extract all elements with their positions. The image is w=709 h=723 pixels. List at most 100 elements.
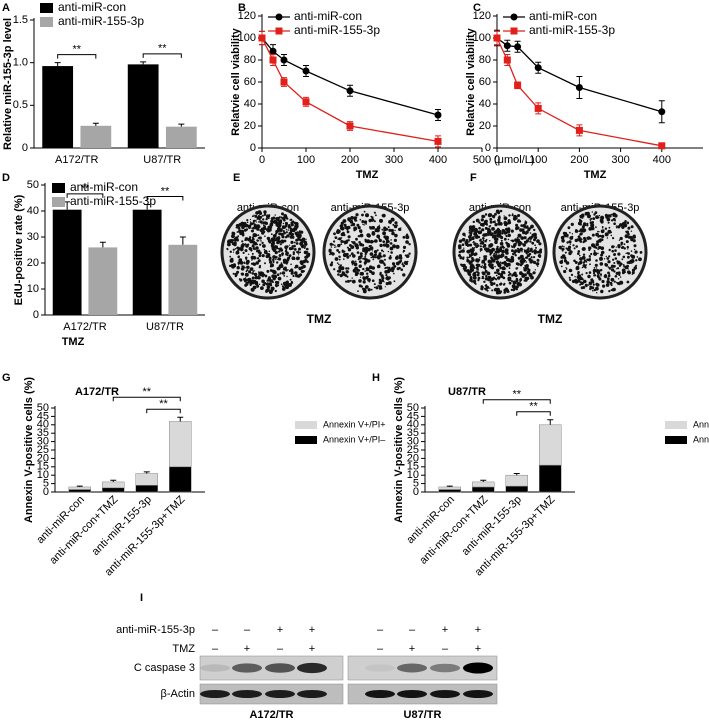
colony <box>463 247 465 249</box>
colony <box>280 264 284 268</box>
colony <box>257 259 261 263</box>
colony <box>519 254 524 259</box>
colony <box>272 260 275 263</box>
legend-label: anti-miR-155-3p <box>294 23 380 37</box>
colony <box>615 227 618 229</box>
colony <box>384 286 386 288</box>
colony <box>497 272 501 276</box>
colony <box>592 290 594 292</box>
colony <box>493 253 496 255</box>
colony <box>286 275 288 278</box>
colony <box>506 258 511 262</box>
colony <box>357 290 359 292</box>
colony <box>605 283 610 287</box>
colony <box>458 246 462 250</box>
colony <box>369 252 374 256</box>
series-line <box>496 37 662 147</box>
colony <box>353 229 356 232</box>
y-tick-label: 0 <box>22 142 28 154</box>
colony <box>274 280 278 284</box>
colony <box>615 225 618 227</box>
colony <box>598 277 602 281</box>
colony <box>587 284 590 286</box>
colony <box>471 236 475 241</box>
colony <box>357 258 360 261</box>
colony <box>527 268 531 272</box>
colony <box>303 247 306 250</box>
sign: + <box>309 643 315 655</box>
colony <box>569 231 571 234</box>
x-tick-label: A172/TR <box>55 154 98 166</box>
colony <box>499 282 502 286</box>
colony <box>334 257 339 261</box>
colony <box>274 248 277 251</box>
colony <box>289 219 291 221</box>
colony <box>638 257 642 262</box>
colony <box>532 261 534 263</box>
colony <box>264 225 266 228</box>
y-tick-label: 1.0 <box>13 57 28 69</box>
colony <box>389 242 392 245</box>
colony <box>520 236 524 240</box>
colony <box>355 213 359 217</box>
colony <box>364 285 369 289</box>
colony <box>510 245 512 247</box>
colony <box>513 271 517 275</box>
colony <box>333 268 336 271</box>
colony <box>361 213 364 217</box>
colony <box>382 232 385 236</box>
colony <box>385 274 388 277</box>
colony <box>344 243 346 245</box>
colony <box>374 212 376 214</box>
colony <box>263 248 266 251</box>
colony <box>402 251 404 253</box>
colony <box>275 237 280 242</box>
colony <box>375 286 378 289</box>
legend-label: Annexin V+/PI– <box>323 434 385 444</box>
colony <box>615 271 619 275</box>
treatment-label: TMZ <box>538 312 563 326</box>
colony <box>507 274 510 277</box>
colony <box>589 219 592 221</box>
colony <box>253 272 258 277</box>
colony <box>564 251 567 254</box>
colony <box>613 222 616 225</box>
colony <box>302 259 306 264</box>
colony <box>611 219 614 222</box>
colony <box>524 226 527 229</box>
colony <box>260 271 265 276</box>
y-tick-label: 45 <box>37 410 49 422</box>
colony <box>248 224 251 227</box>
colony <box>329 253 331 256</box>
colony <box>295 242 299 245</box>
colony <box>627 235 631 239</box>
colony <box>243 262 246 265</box>
colony <box>383 281 385 283</box>
colony <box>274 214 276 216</box>
colony <box>587 214 591 219</box>
colony <box>354 266 358 271</box>
colony <box>240 272 245 276</box>
colony <box>399 259 403 262</box>
colony <box>226 247 229 250</box>
colony <box>251 229 254 233</box>
colony <box>252 270 255 272</box>
colony <box>533 256 536 259</box>
colony <box>286 217 289 220</box>
colony <box>615 246 617 248</box>
colony <box>368 218 372 223</box>
colony <box>465 243 468 246</box>
colony <box>584 279 586 282</box>
colony <box>232 258 234 260</box>
colony <box>285 269 288 272</box>
colony <box>477 278 480 280</box>
colony <box>264 213 267 216</box>
colony <box>285 262 288 265</box>
colony <box>283 239 287 243</box>
colony <box>579 283 582 286</box>
colony <box>633 267 636 269</box>
band <box>265 663 295 673</box>
colony <box>567 245 572 249</box>
legend-label: anti-miR-con <box>58 0 126 14</box>
colony <box>573 247 576 250</box>
